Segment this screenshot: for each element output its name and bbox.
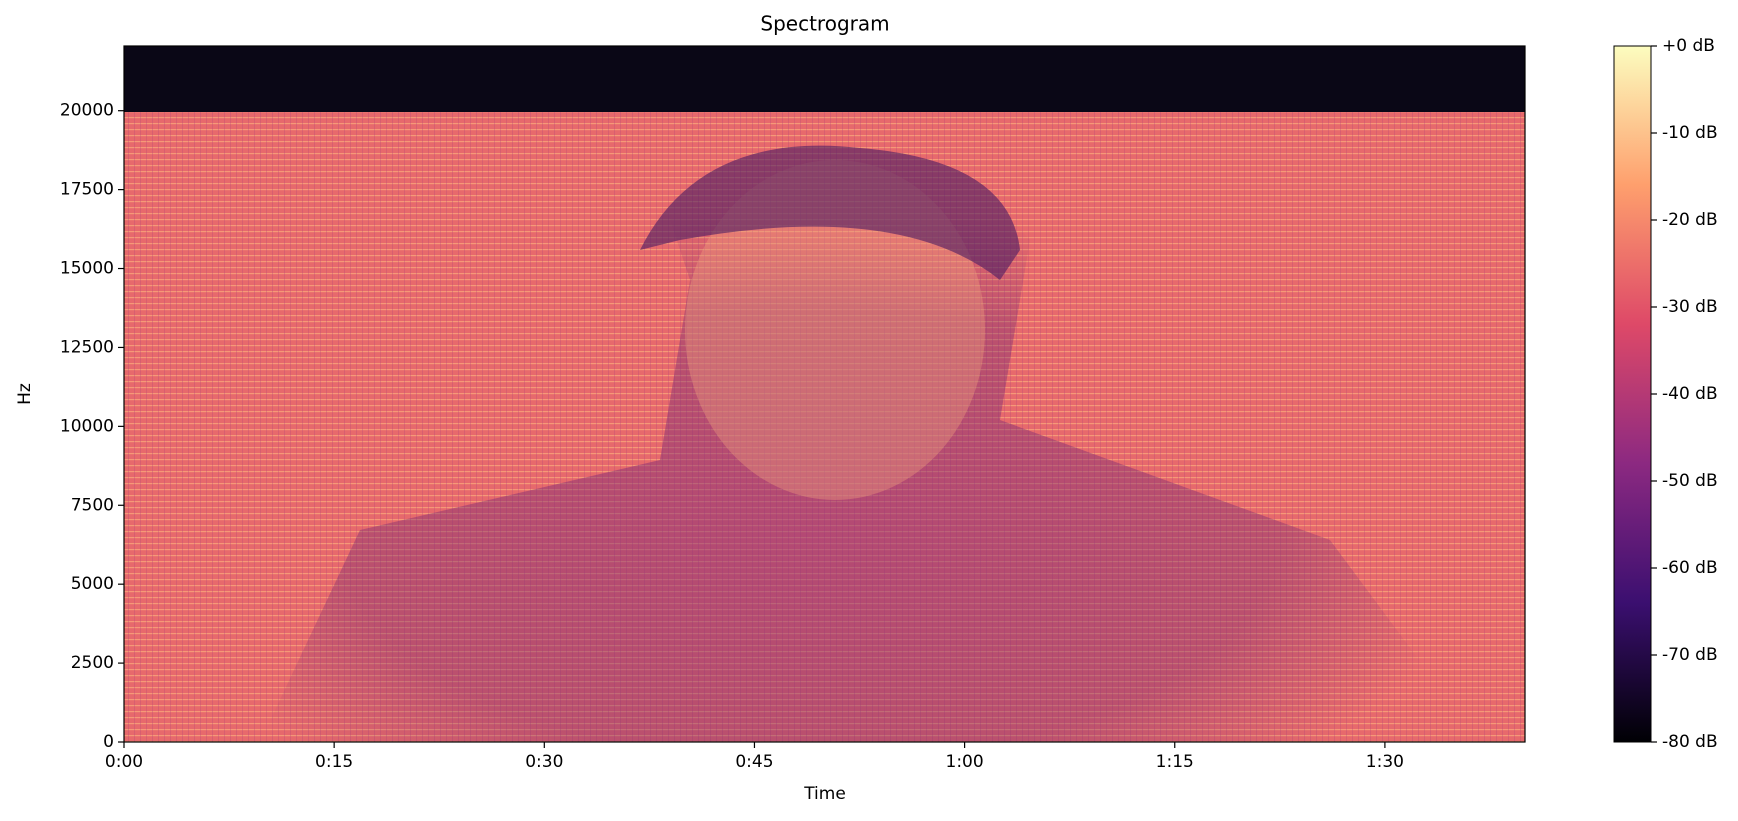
- colorbar-tick-label: -30 dB: [1662, 297, 1718, 317]
- colorbar-tick-label: -50 dB: [1662, 471, 1718, 491]
- spectrogram-image: [124, 46, 1525, 742]
- colorbar-tick-label: -80 dB: [1662, 732, 1718, 752]
- colorbar-tick-label: +0 dB: [1662, 36, 1715, 56]
- x-tick-label: 0:30: [525, 752, 563, 772]
- y-tick-label: 2500: [71, 653, 114, 673]
- colorbar-tick-label: -40 dB: [1662, 384, 1718, 404]
- y-tick-label: 15000: [60, 259, 114, 279]
- y-axis-label: Hz: [15, 383, 35, 405]
- colorbar-tick-label: -10 dB: [1662, 123, 1718, 143]
- x-tick-label: 1:15: [1156, 752, 1194, 772]
- plot-frame: [123, 45, 1526, 743]
- colorbar-tick-label: -20 dB: [1662, 210, 1718, 230]
- x-axis-label: Time: [803, 784, 846, 804]
- colorbar: [1613, 45, 1652, 743]
- x-tick-label: 1:00: [946, 752, 984, 772]
- colorbar-tick-label: -70 dB: [1662, 645, 1718, 665]
- x-tick-label: 0:15: [315, 752, 353, 772]
- y-tick-label: 17500: [60, 180, 114, 200]
- y-tick-label: 20000: [60, 101, 114, 121]
- colorbar-tick-label: -60 dB: [1662, 558, 1718, 578]
- x-tick-label: 0:45: [735, 752, 773, 772]
- y-tick-label: 7500: [71, 495, 114, 515]
- chart-title: Spectrogram: [760, 12, 889, 36]
- y-tick-label: 0: [103, 732, 114, 752]
- y-tick-label: 5000: [71, 574, 114, 594]
- y-tick-label: 12500: [60, 337, 114, 357]
- x-tick-label: 0:00: [105, 752, 143, 772]
- x-tick-label: 1:30: [1366, 752, 1404, 772]
- y-tick-label: 10000: [60, 416, 114, 436]
